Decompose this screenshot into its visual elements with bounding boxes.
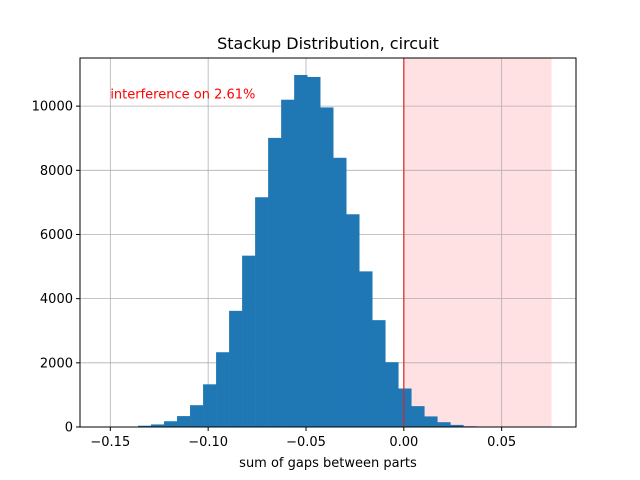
- histogram-bars: [125, 75, 490, 427]
- x-tick-label: −0.10: [188, 435, 228, 450]
- histogram-bar: [203, 384, 217, 427]
- histogram-bar: [294, 75, 308, 427]
- x-axis-label: sum of gaps between parts: [239, 456, 417, 471]
- histogram-bar: [398, 388, 412, 427]
- histogram-bar: [320, 107, 334, 427]
- interference-annotation: interference on 2.61%: [110, 87, 255, 102]
- x-tick-label: −0.15: [90, 435, 130, 450]
- interference-region-layer: [403, 58, 552, 427]
- y-axis-ticks: 0 2000 4000 6000 8000 10000: [32, 100, 80, 436]
- x-tick-label: 0.00: [389, 435, 418, 450]
- x-tick-label: −0.05: [286, 435, 326, 450]
- histogram-bar: [411, 406, 425, 427]
- interference-region: [403, 58, 552, 427]
- histogram-bar: [138, 425, 152, 427]
- histogram-bar: [372, 320, 386, 427]
- histogram-bar: [333, 157, 347, 427]
- histogram-bar: [359, 271, 373, 427]
- histogram-bar: [190, 405, 204, 427]
- histogram-bar: [346, 214, 360, 427]
- y-tick-label: 8000: [40, 164, 73, 179]
- plot-frame: [79, 57, 577, 428]
- histogram-bar: [268, 137, 282, 427]
- chart-title: Stackup Distribution, circuit: [217, 34, 439, 53]
- histogram-bar: [437, 422, 451, 427]
- histogram-bar: [385, 362, 399, 427]
- y-tick-label: 6000: [40, 228, 73, 243]
- histogram-bar: [450, 424, 464, 427]
- histogram-bar: [281, 99, 295, 427]
- histogram-bar: [424, 416, 438, 427]
- histogram-bar: [164, 421, 178, 427]
- histogram-bar: [242, 255, 256, 427]
- y-tick-label: 0: [65, 421, 73, 436]
- histogram-bar: [177, 416, 191, 427]
- histogram-bar: [229, 310, 243, 427]
- y-tick-label: 2000: [40, 356, 73, 371]
- histogram-bar: [151, 424, 165, 427]
- histogram-bar: [307, 76, 321, 427]
- y-tick-label: 4000: [40, 292, 73, 307]
- y-tick-label: 10000: [32, 100, 73, 115]
- histogram-bar: [255, 197, 269, 427]
- x-axis-ticks: −0.15 −0.10 −0.05 0.00 0.05: [90, 427, 516, 450]
- histogram-bar: [216, 352, 230, 427]
- x-tick-label: 0.05: [487, 435, 516, 450]
